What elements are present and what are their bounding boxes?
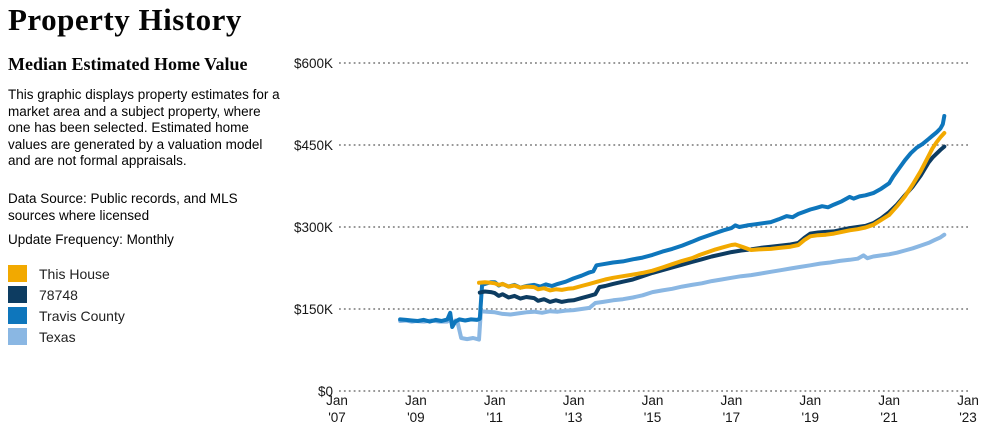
x-axis-label: Jan '13 — [563, 393, 585, 425]
x-axis-label: Jan '11 — [484, 393, 506, 425]
x-axis-label: Jan '07 — [326, 393, 348, 425]
chart-subtitle: Median Estimated Home Value — [8, 54, 248, 74]
y-axis-label: $600K — [294, 56, 333, 71]
legend-swatch-this-house — [8, 265, 27, 282]
series-line-texas — [398, 232, 947, 342]
legend-item-travis-county: Travis County — [8, 305, 125, 326]
x-axis-label: Jan '09 — [405, 393, 427, 425]
x-axis-label: Jan '19 — [799, 393, 821, 425]
page-title: Property History — [8, 2, 242, 37]
y-axis-label: $0 — [318, 384, 333, 399]
legend-swatch-78748 — [8, 286, 27, 303]
y-axis-label: $450K — [294, 138, 333, 153]
x-axis-label: Jan '15 — [642, 393, 664, 425]
y-axis-label: $150K — [294, 302, 333, 317]
legend-label-texas: Texas — [39, 328, 76, 345]
legend-item-texas: Texas — [8, 326, 125, 347]
legend-label-78748: 78748 — [39, 286, 78, 303]
x-axis-label: Jan '21 — [878, 393, 900, 425]
series-line-travis-county — [398, 114, 947, 329]
legend-label-travis-county: Travis County — [39, 307, 125, 324]
legend-item-this-house: This House — [8, 263, 125, 284]
update-frequency-note: Update Frequency: Monthly — [8, 232, 174, 247]
x-axis-label: Jan '17 — [720, 393, 742, 425]
series-line-this-house — [477, 131, 947, 293]
x-axis-label: Jan '23 — [957, 393, 979, 425]
legend-swatch-travis-county — [8, 307, 27, 324]
legend-item-78748: 78748 — [8, 284, 125, 305]
chart-legend: This House 78748 Travis County Texas — [8, 263, 125, 347]
legend-swatch-texas — [8, 328, 27, 345]
y-axis-label: $300K — [294, 220, 333, 235]
data-source-note: Data Source: Public records, and MLS sou… — [8, 191, 238, 223]
legend-label-this-house: This House — [39, 265, 110, 282]
chart-description: This graphic displays property estimates… — [8, 87, 280, 168]
